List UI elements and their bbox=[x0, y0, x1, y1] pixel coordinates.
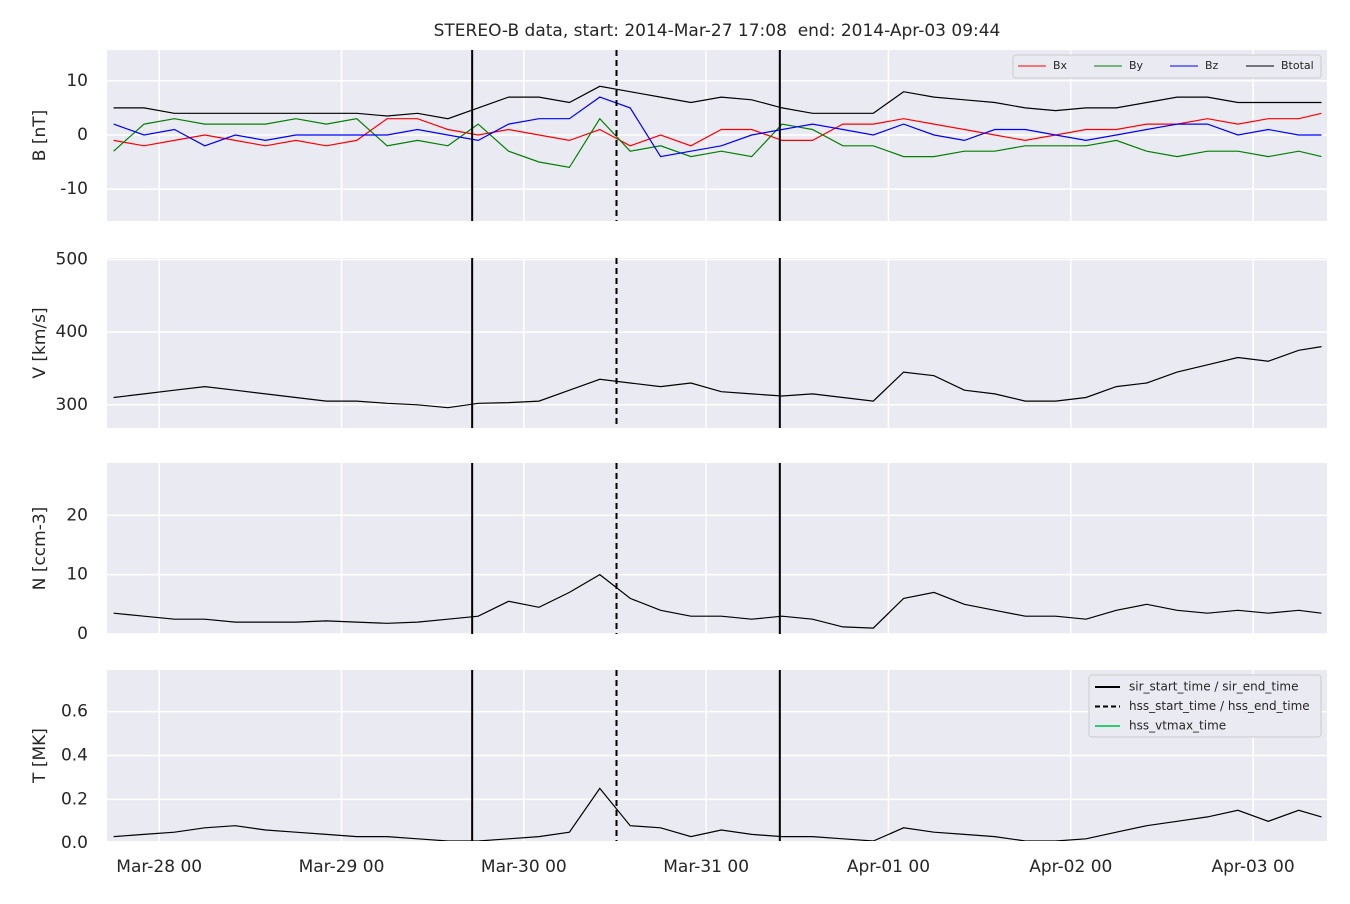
x-tick-label: Mar-31 00 bbox=[663, 857, 749, 877]
y-tick-label: -10 bbox=[60, 179, 88, 199]
legend-label: By bbox=[1129, 59, 1144, 72]
legend-box bbox=[1088, 674, 1322, 738]
y-tick-label: 500 bbox=[56, 249, 88, 269]
series-line bbox=[113, 112, 1322, 147]
y-tick-label: 300 bbox=[56, 395, 88, 415]
series-line bbox=[113, 787, 1322, 841]
x-tick-label: Apr-02 00 bbox=[1029, 857, 1112, 877]
x-tick-label: Mar-30 00 bbox=[481, 857, 567, 877]
series-line bbox=[113, 96, 1322, 158]
chart-title: STEREO-B data, start: 2014-Mar-27 17:08 … bbox=[434, 21, 1001, 41]
y-tick-label: 0 bbox=[77, 125, 88, 145]
y-tick-label: 0.6 bbox=[61, 702, 88, 722]
plot-area bbox=[107, 258, 1327, 428]
y-tick-label: 0 bbox=[77, 624, 88, 644]
legend-label: hss_vtmax_time bbox=[1129, 719, 1226, 733]
y-tick-label: 10 bbox=[66, 71, 88, 91]
y-axis-label: B [nT] bbox=[30, 110, 50, 162]
legend-box bbox=[1012, 54, 1322, 79]
y-tick-label: 0.4 bbox=[61, 746, 88, 766]
legend-label: Bz bbox=[1205, 59, 1219, 72]
y-tick-label: 0.0 bbox=[61, 833, 88, 853]
series-line bbox=[113, 346, 1322, 409]
legend-label: Bx bbox=[1053, 59, 1068, 72]
legend-label: hss_start_time / hss_end_time bbox=[1129, 699, 1310, 713]
x-tick-label: Apr-01 00 bbox=[847, 857, 930, 877]
legend-label: Btotal bbox=[1281, 59, 1314, 72]
series-line bbox=[113, 117, 1322, 169]
x-tick-label: Mar-29 00 bbox=[299, 857, 385, 877]
x-tick-label: Apr-03 00 bbox=[1212, 857, 1295, 877]
y-axis-label: N [ccm-3] bbox=[30, 507, 50, 591]
y-tick-label: 10 bbox=[66, 565, 88, 585]
series-line bbox=[113, 85, 1322, 120]
series-line bbox=[113, 573, 1322, 629]
y-tick-label: 400 bbox=[56, 322, 88, 342]
x-tick-label: Mar-28 00 bbox=[116, 857, 202, 877]
y-axis-label: T [MK] bbox=[30, 728, 50, 784]
y-tick-label: 0.2 bbox=[61, 789, 88, 809]
y-tick-label: 20 bbox=[66, 505, 88, 525]
plot-area bbox=[107, 463, 1327, 634]
legend-label: sir_start_time / sir_end_time bbox=[1129, 680, 1299, 694]
y-axis-label: V [km/s] bbox=[30, 307, 50, 378]
